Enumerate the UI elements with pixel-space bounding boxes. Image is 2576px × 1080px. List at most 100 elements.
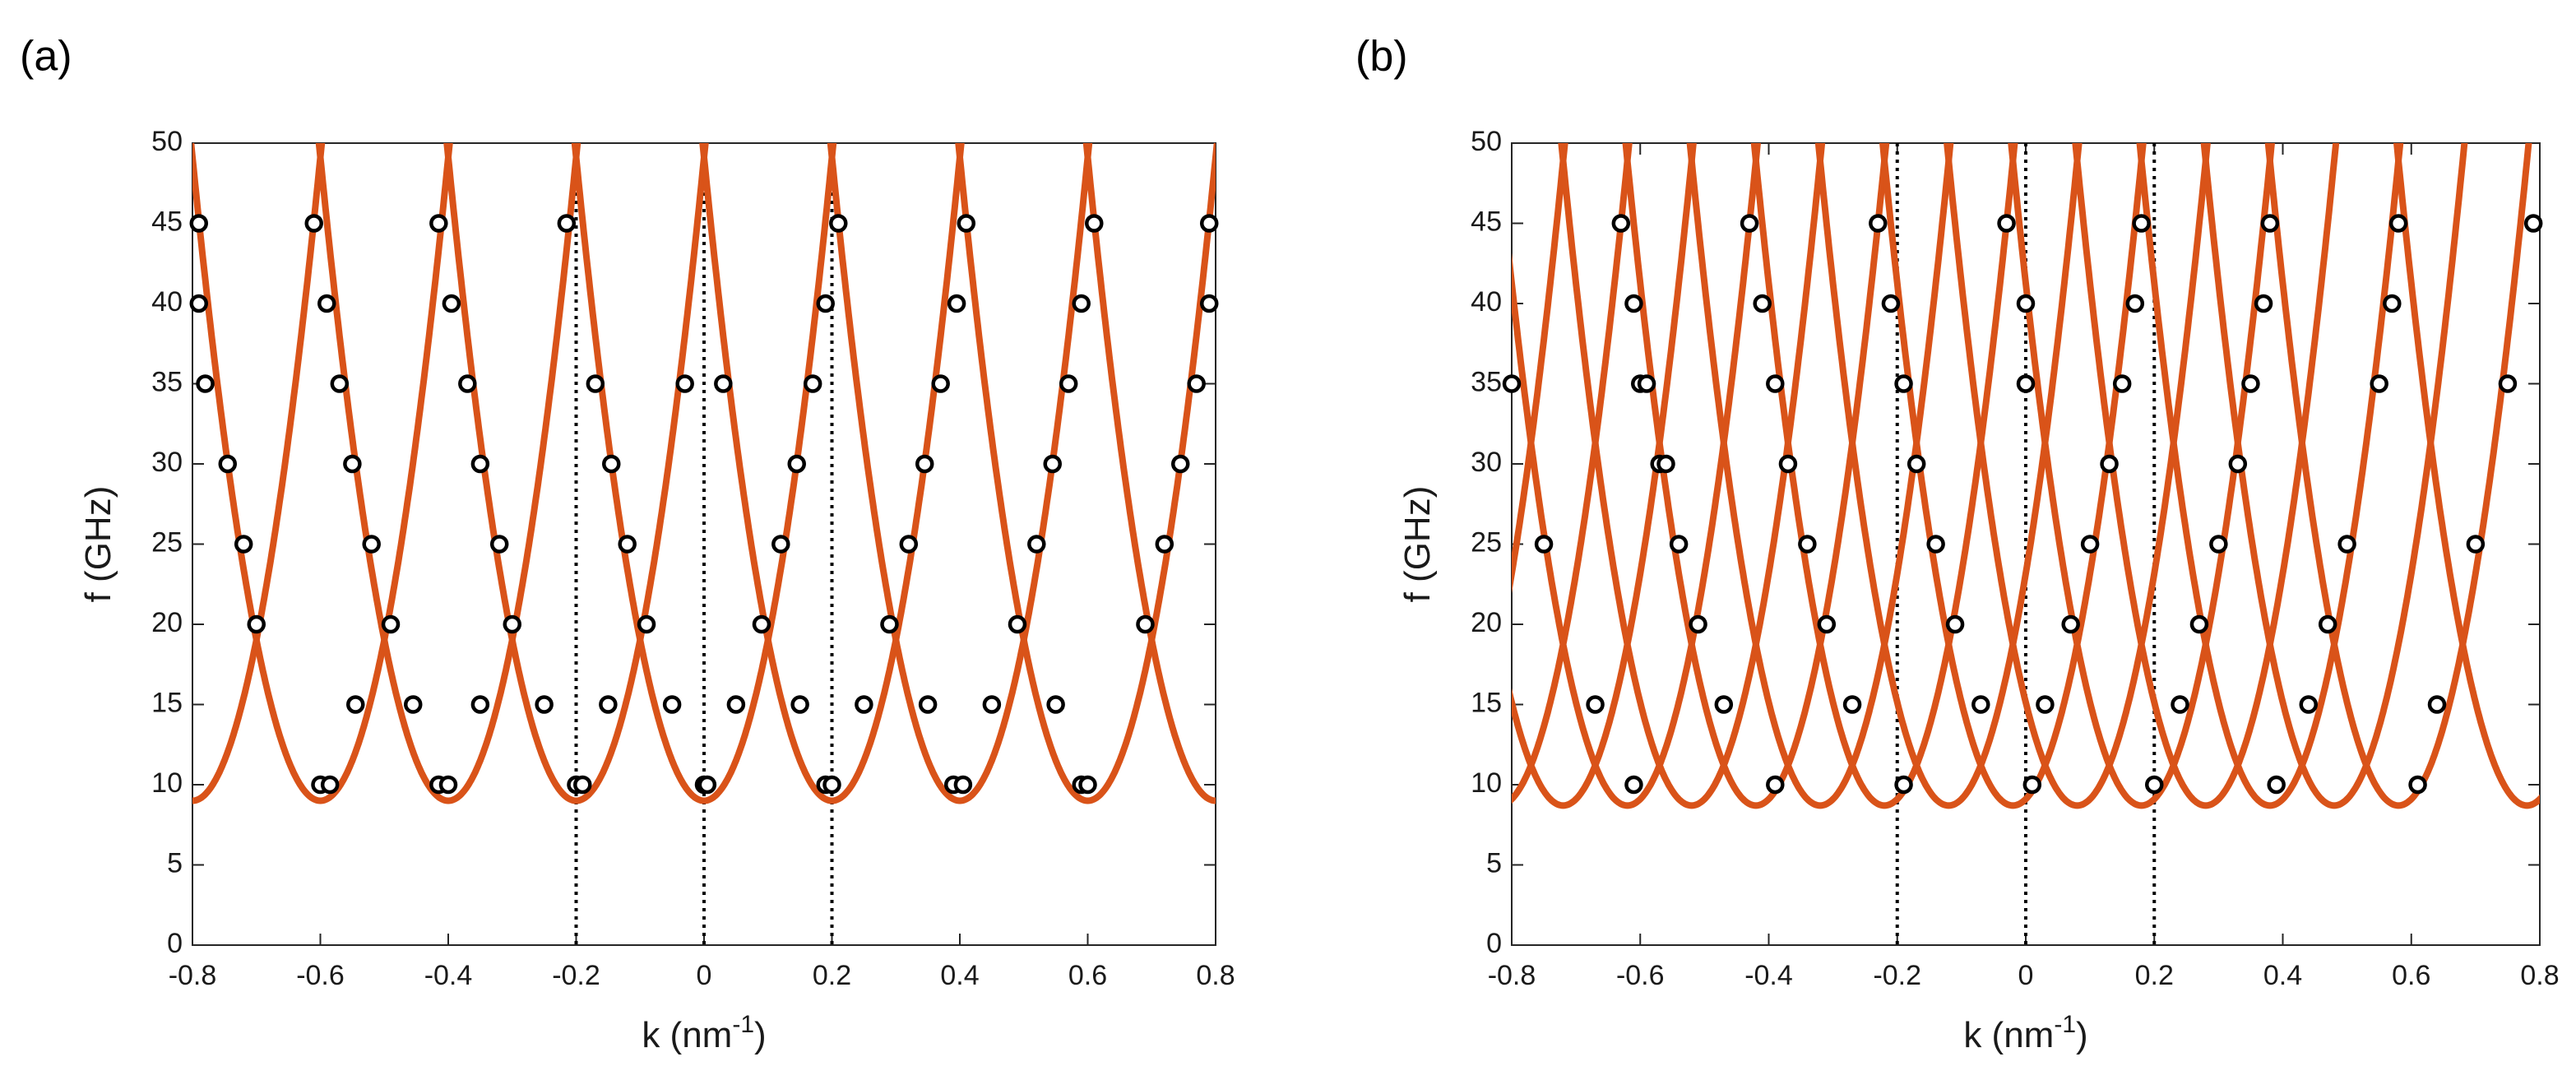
chart-1-y-tick-label: 30 (1471, 447, 1502, 478)
chart-0-x-tick-label: -0.6 (296, 960, 345, 991)
chart-0-data-point (458, 374, 477, 393)
chart-1-x-tick-label: -0.4 (1744, 960, 1793, 991)
chart-1-data-point (1842, 695, 1862, 714)
chart-0-data-point (573, 775, 592, 795)
chart-0-data-point (1027, 535, 1046, 554)
chart-0-data-point (535, 695, 554, 714)
chart-0-data-point (1043, 454, 1062, 474)
chart-0-y-tick-label: 10 (151, 767, 183, 799)
chart-0-data-point (218, 454, 238, 474)
chart-0-data-point (429, 214, 448, 233)
chart-0-data-point (438, 775, 458, 795)
chart-1-data-point (2228, 454, 2248, 474)
chart-0-data-point (343, 454, 362, 474)
chart-0-data-point (330, 374, 350, 393)
chart-0-data-point (697, 775, 717, 795)
panel-a: (a) -0.8 -0.6 -0.4 -0.2 0 0.2 0.4 0.6 0.8 0 5 10 15 20… (20, 33, 1235, 1055)
chart-1-data-point (1586, 695, 1605, 714)
chart-1-y-tick-label: 15 (1471, 687, 1502, 718)
chart-0-data-point (880, 614, 899, 634)
chart-0-data-point (816, 294, 835, 313)
chart-1-data-point (1817, 614, 1837, 634)
chart-0-data-point (557, 214, 577, 233)
chart-1-dispersion-curve (1814, 143, 2083, 809)
chart-1-data-point (2132, 214, 2151, 233)
chart-1-data-point (1907, 454, 1926, 474)
chart-0-dispersion-curve (827, 143, 1093, 804)
chart-1-x-tick-label: 0 (2018, 960, 2034, 991)
chart-1-data-point (1624, 775, 1643, 795)
chart-1-data-point (2036, 695, 2055, 714)
chart-0-data-point (403, 695, 423, 714)
chart-1-data-point (2523, 214, 2543, 233)
chart-1-data-point (2370, 374, 2388, 393)
chart-1-y-tick-label: 50 (1471, 126, 1502, 157)
chart-1-data-point (2337, 535, 2356, 554)
chart-1-data-point (2254, 294, 2273, 313)
chart-1-dispersion-curve (1944, 143, 2211, 809)
chart-1-x-tick-label: -0.8 (1488, 960, 1536, 991)
chart-1-y-tick-label: 5 (1486, 847, 1502, 878)
chart-0-dispersion-curve (315, 143, 581, 804)
chart-0-data-point (1187, 374, 1206, 393)
chart-1-x-axis-label: k (nm-1) (1963, 1011, 2087, 1055)
chart-0-data-point (1072, 294, 1091, 313)
chart-0-data-point (829, 214, 848, 233)
chart-1-data-point (1669, 535, 1689, 554)
chart-0-data-point (618, 535, 637, 554)
chart-0-data-point (602, 454, 621, 474)
chart-0-x-tick-label: 0 (697, 960, 712, 991)
chart-1-dispersion-curve (1558, 143, 1826, 809)
chart-1-dispersion-curve (1686, 143, 1954, 809)
chart-0-data-point (918, 695, 938, 714)
chart-1-data-point (2171, 695, 2189, 714)
chart-0-x-axis-label-sup: -1 (732, 1011, 754, 1038)
chart-1-x-axis-label-base: k (nm (1963, 1015, 2054, 1055)
chart-0-data-point (362, 535, 381, 554)
chart-1-y-axis-label: f (GHz) (1397, 486, 1438, 603)
chart-0-data-point (982, 695, 1002, 714)
chart-0-dispersion-curve (571, 143, 837, 804)
chart-0-y-tick-label: 30 (151, 447, 183, 478)
chart-0-dispersion-curve (699, 143, 965, 804)
chart-0-y-tick-label: 45 (151, 206, 183, 237)
chart-1-data-point (1971, 695, 1990, 714)
chart-0-x-axis-label: k (nm-1) (642, 1011, 766, 1055)
chart-0-data-point (1199, 214, 1219, 233)
chart-0-data-point (503, 614, 521, 634)
chart-0-data-point (931, 374, 950, 393)
chart-0-data-point (189, 294, 209, 313)
chart-0-dispersion-curve (443, 143, 709, 804)
chart-0-x-tick-label: 0.8 (1196, 960, 1235, 991)
chart-1-x-tick-label: -0.2 (1873, 960, 1921, 991)
chart-0-data-point (947, 294, 966, 313)
chart-0-y-tick-label: 35 (151, 366, 183, 397)
chart-1-data-point (1502, 374, 1522, 393)
chart-1-data-point (1766, 775, 1785, 795)
chart-0-x-tick-label: 0.6 (1068, 960, 1107, 991)
chart-0-data-point (790, 695, 809, 714)
chart-1-x-tick-label: 0.4 (2263, 960, 2302, 991)
chart-1-panel-label: (b) (1355, 33, 1408, 81)
chart-1-data-point (2299, 695, 2318, 714)
chart-0-data-point (771, 535, 790, 554)
chart-1-dispersion-curve (2393, 143, 2540, 809)
chart-0-curves (192, 143, 1216, 804)
chart-1-data-point (2408, 775, 2427, 795)
chart-0-data-point (304, 214, 323, 233)
chart-1-dispersion-curve (2200, 143, 2468, 809)
chart-1-y-tick-label: 20 (1471, 607, 1502, 638)
chart-0-data-point (317, 294, 336, 313)
chart-1-data-point (2388, 214, 2408, 233)
chart-1-x-tick-label: -0.6 (1616, 960, 1665, 991)
chart-0-x-axis-label-base: k (nm (642, 1015, 732, 1055)
chart-0-data-point (675, 374, 694, 393)
chart-1-data-point (2061, 614, 2080, 634)
chart-0-y-tick-label: 20 (151, 607, 183, 638)
chart-1-data-point (2267, 775, 2286, 795)
chart-0-data-point (1199, 294, 1219, 313)
chart-1-y-tick-label: 40 (1471, 286, 1502, 318)
chart-1-y-tick-label: 25 (1471, 526, 1502, 558)
chart-1-x-tick-label: 0.6 (2392, 960, 2430, 991)
chart-1-data-point (1714, 695, 1734, 714)
